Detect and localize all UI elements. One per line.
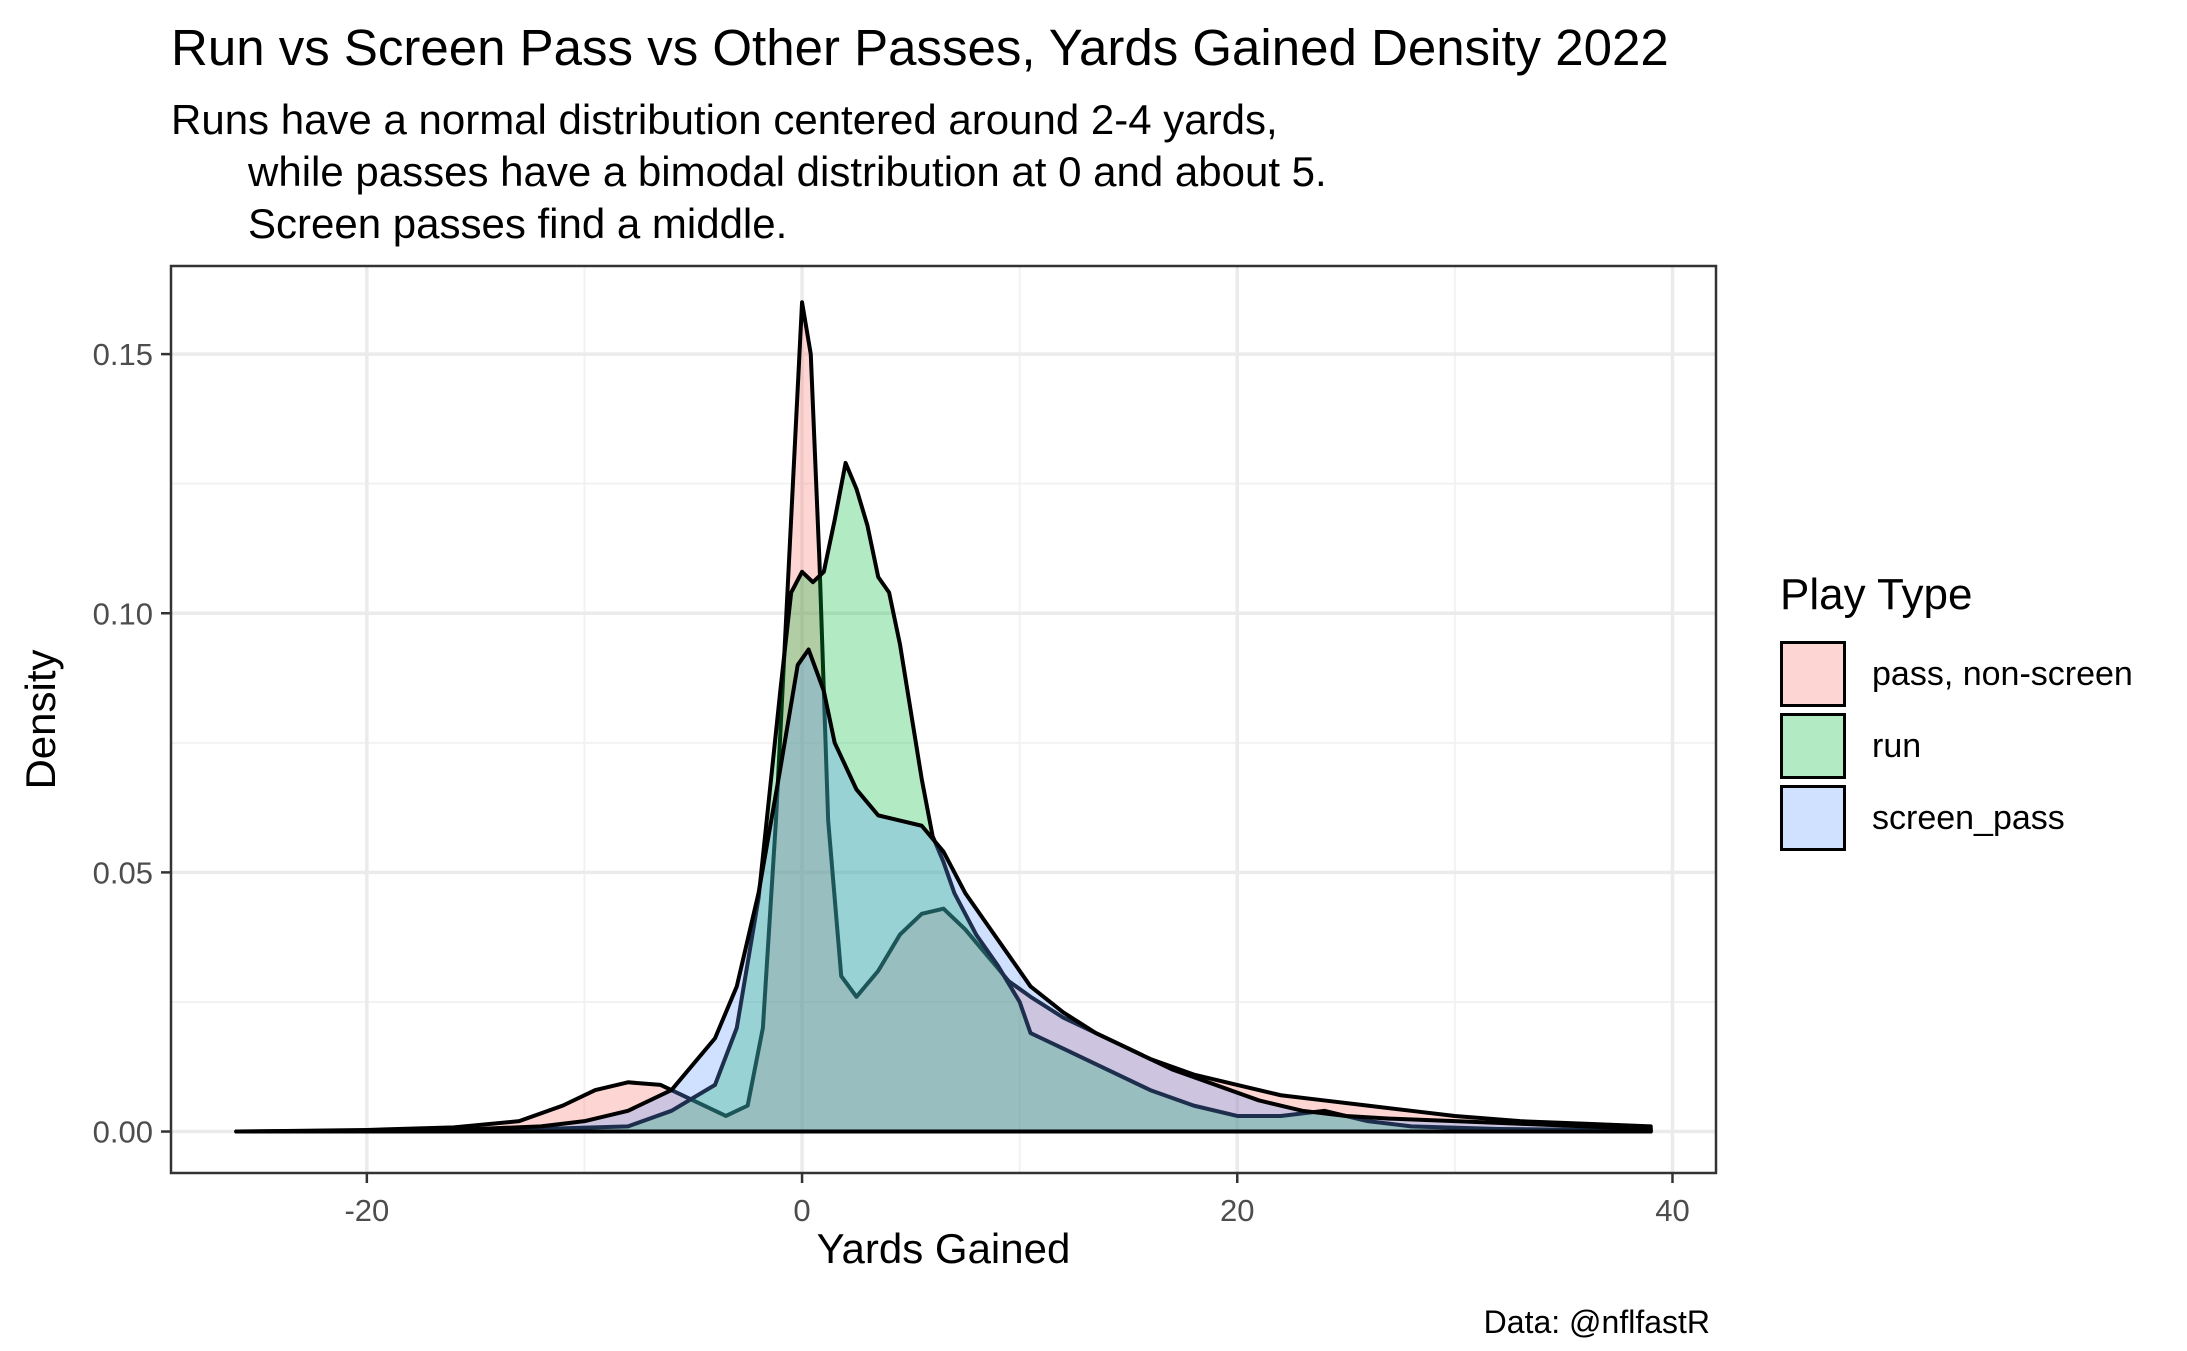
plot-border bbox=[169, 264, 1718, 1175]
subtitle-line-2: while passes have a bimodal distribution… bbox=[248, 148, 1327, 195]
y-axis-title: Density bbox=[17, 649, 64, 789]
density-area-screen-pass bbox=[234, 647, 1653, 1134]
legend-label: screen_pass bbox=[1872, 798, 2065, 837]
x-axis-title: Yards Gained bbox=[817, 1225, 1071, 1272]
subtitle-line-1: Runs have a normal distribution centered… bbox=[171, 96, 1278, 143]
chart-subtitle: Runs have a normal distribution centered… bbox=[171, 94, 1327, 250]
x-tick-label: 20 bbox=[1220, 1193, 1254, 1228]
legend-label: pass, non-screen bbox=[1872, 654, 2133, 693]
x-tick-label: 40 bbox=[1655, 1193, 1689, 1228]
legend-label: run bbox=[1872, 726, 1922, 765]
density-area-pass-non-screen bbox=[234, 300, 1653, 1134]
y-tick-label: 0.15 bbox=[93, 337, 153, 372]
x-tick-label: 0 bbox=[793, 1193, 810, 1228]
legend-key-pass-non-screen bbox=[1780, 641, 1846, 707]
y-tick-label: 0.10 bbox=[93, 596, 153, 631]
legend-item-run: run bbox=[1780, 710, 2133, 782]
legend-key-screen-pass bbox=[1780, 785, 1846, 851]
legend-item-pass-non-screen: pass, non-screen bbox=[1780, 638, 2133, 710]
y-tick-label: 0.00 bbox=[93, 1115, 153, 1150]
legend: Play Type pass, non-screen run screen_pa… bbox=[1780, 570, 2133, 854]
plot-panel bbox=[171, 266, 1716, 1173]
y-tick-label: 0.05 bbox=[93, 855, 153, 890]
x-tick-label: -20 bbox=[344, 1193, 389, 1228]
subtitle-line-3: Screen passes find a middle. bbox=[248, 200, 788, 247]
data-source-caption: Data: @nflfastR bbox=[1483, 1304, 1710, 1340]
legend-title: Play Type bbox=[1780, 570, 1973, 619]
legend-item-screen-pass: screen_pass bbox=[1780, 782, 2133, 854]
legend-key-run bbox=[1780, 713, 1846, 779]
chart-title: Run vs Screen Pass vs Other Passes, Yard… bbox=[171, 19, 1669, 76]
